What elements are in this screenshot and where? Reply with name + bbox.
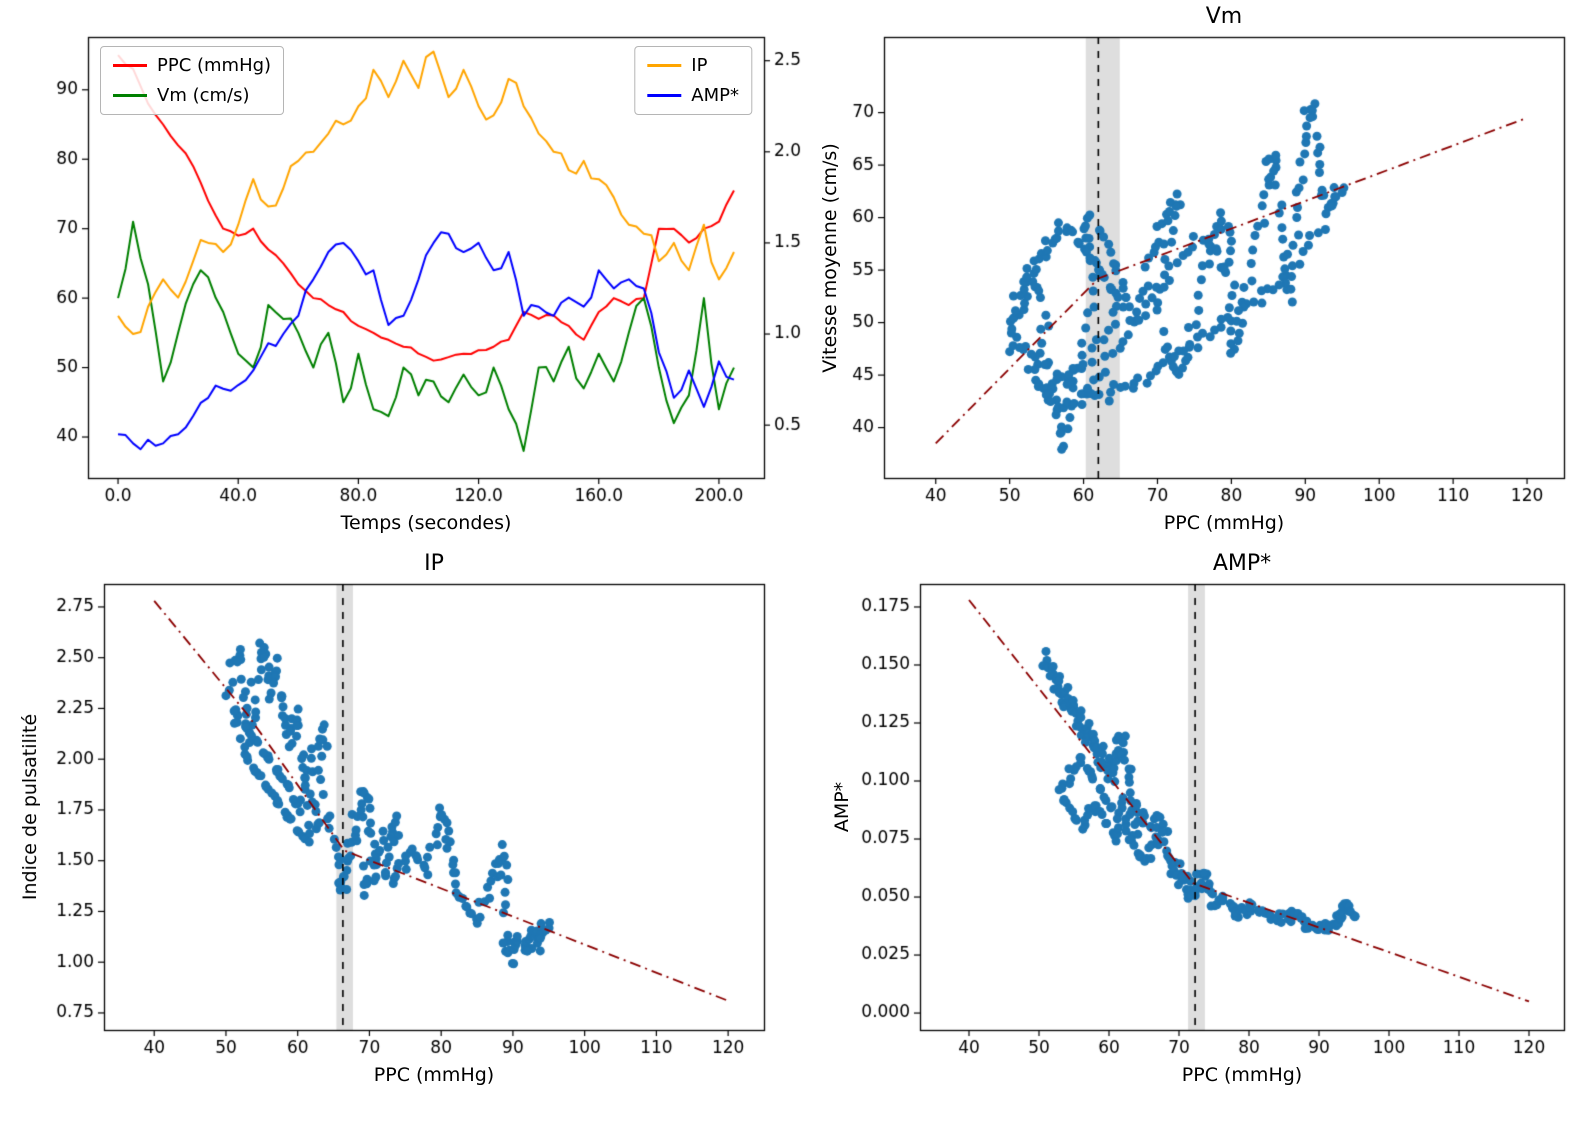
legend-ip-amp: IP AMP* bbox=[634, 46, 752, 115]
legend-entry: PPC (mmHg) bbox=[113, 55, 271, 76]
legend-ppc-vm: PPC (mmHg) Vm (cm/s) bbox=[100, 46, 285, 115]
amp-line-swatch bbox=[647, 94, 682, 97]
legend-label-ip: IP bbox=[691, 55, 708, 76]
legend-label-amp: AMP* bbox=[691, 85, 739, 106]
ppc-line-swatch bbox=[113, 64, 147, 67]
legend-entry: AMP* bbox=[647, 85, 739, 106]
ylabel-vm: Vitesse moyenne (cm/s) bbox=[819, 142, 841, 373]
chart-title-vm: Vm bbox=[1205, 4, 1243, 29]
legend-label-vm: Vm (cm/s) bbox=[157, 85, 250, 106]
xlabel-amp: PPC (mmHg) bbox=[1181, 1064, 1303, 1086]
ip-line-swatch bbox=[647, 64, 682, 67]
xlabel-vm: PPC (mmHg) bbox=[1163, 512, 1285, 534]
xlabel-timeseries: Temps (secondes) bbox=[340, 512, 512, 534]
ylabel-ip: Indice de pulsatilité bbox=[19, 713, 41, 901]
legend-entry: Vm (cm/s) bbox=[113, 85, 271, 106]
vm-line-swatch bbox=[113, 94, 147, 97]
legend-label-ppc: PPC (mmHg) bbox=[157, 55, 272, 76]
chart-title-amp: AMP* bbox=[1212, 551, 1272, 576]
chart-title-ip: IP bbox=[424, 551, 444, 576]
legend-entry: IP bbox=[647, 55, 739, 76]
ylabel-amp: AMP* bbox=[831, 781, 853, 833]
xlabel-ip: PPC (mmHg) bbox=[373, 1064, 495, 1086]
